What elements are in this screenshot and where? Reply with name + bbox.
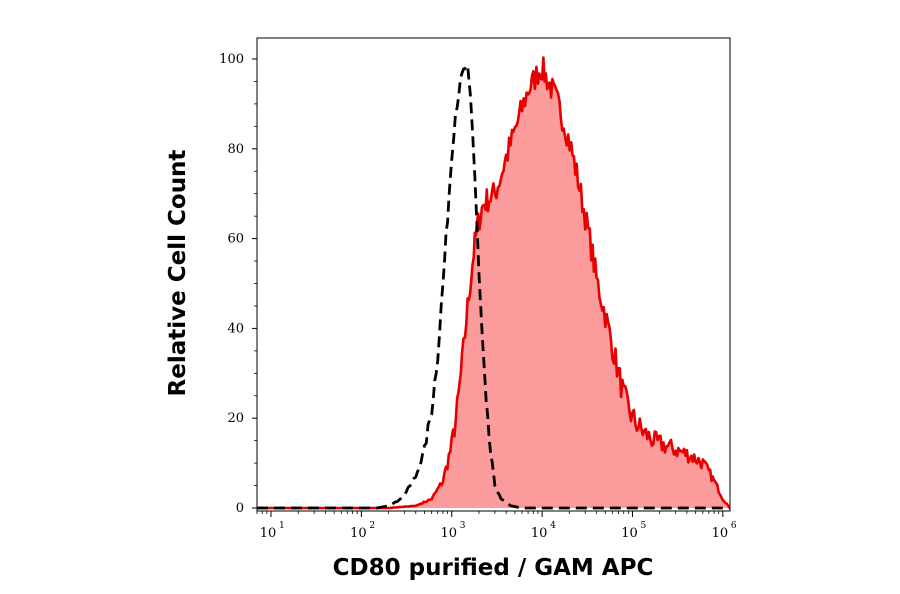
histogram-series bbox=[257, 56, 732, 510]
x-tick-label: 10 bbox=[440, 526, 457, 541]
x-axis-title: CD80 purified / GAM APC bbox=[333, 555, 654, 581]
x-tick-label: 10 bbox=[531, 526, 548, 541]
y-axis-title: Relative Cell Count bbox=[165, 150, 191, 397]
y-axis-ticks: 0 20 40 60 80 100 bbox=[219, 52, 257, 516]
x-tick-label: 10 bbox=[350, 526, 367, 541]
x-tick-exponent: 1 bbox=[279, 521, 285, 531]
y-tick-label: 60 bbox=[227, 232, 244, 247]
x-tick-exponent: 2 bbox=[369, 521, 375, 531]
x-axis-ticks: 10 1 10 2 10 3 10 4 10 5 10 6 bbox=[256, 511, 737, 541]
sample-area-fill bbox=[257, 57, 730, 508]
y-tick-label: 0 bbox=[236, 501, 244, 516]
x-tick-exponent: 6 bbox=[731, 521, 737, 531]
x-tick-exponent: 5 bbox=[640, 521, 646, 531]
x-tick-exponent: 3 bbox=[460, 521, 466, 531]
x-tick-label: 10 bbox=[260, 526, 277, 541]
x-tick-label: 10 bbox=[712, 526, 729, 541]
y-tick-label: 80 bbox=[227, 142, 244, 157]
y-tick-label: 20 bbox=[227, 411, 244, 426]
plot-frame bbox=[256, 37, 731, 512]
x-tick-label: 10 bbox=[621, 526, 638, 541]
y-tick-label: 40 bbox=[227, 321, 244, 336]
control-dashed-line bbox=[257, 64, 730, 510]
y-tick-label: 100 bbox=[219, 52, 244, 67]
x-tick-exponent: 4 bbox=[550, 521, 556, 531]
